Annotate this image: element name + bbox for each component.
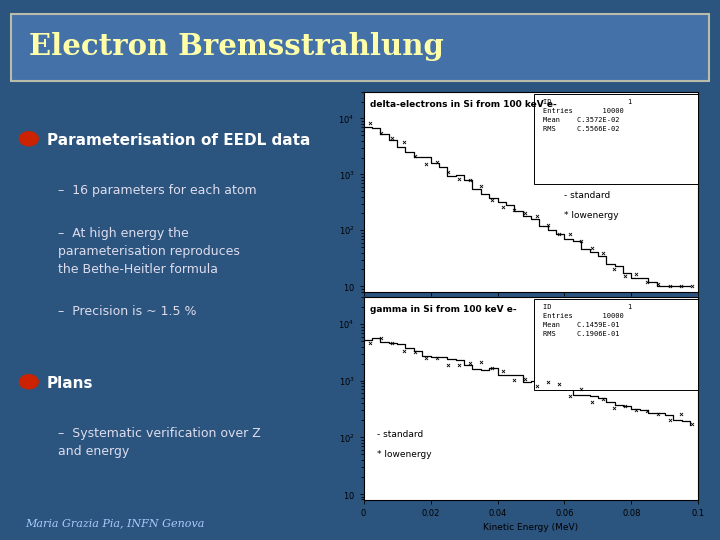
Point bbox=[619, 272, 631, 281]
Point bbox=[508, 376, 520, 384]
Point bbox=[464, 359, 476, 368]
Point bbox=[653, 280, 665, 289]
Point bbox=[531, 382, 542, 390]
Point bbox=[464, 176, 476, 184]
Point bbox=[508, 206, 520, 214]
Text: –  At high energy the
parameterisation reproduces
the Bethe-Heitler formula: – At high energy the parameterisation re… bbox=[58, 227, 240, 276]
Circle shape bbox=[19, 375, 38, 389]
Text: ID                  1
Entries       10000
Mean    C.3572E-02
RMS     C.5566E-02: ID 1 Entries 10000 Mean C.3572E-02 RMS C… bbox=[543, 99, 632, 132]
Point bbox=[442, 361, 454, 369]
Point bbox=[564, 230, 575, 238]
Text: * lowenergy: * lowenergy bbox=[564, 211, 619, 220]
Point bbox=[520, 208, 531, 217]
Text: delta-electrons in Si from 100 keV e-: delta-electrons in Si from 100 keV e- bbox=[370, 100, 557, 109]
Text: –  Systematic verification over Z
and energy: – Systematic verification over Z and ene… bbox=[58, 427, 261, 457]
Point bbox=[431, 354, 443, 362]
Point bbox=[409, 152, 420, 160]
Point bbox=[453, 361, 464, 369]
Text: ID                  1
Entries       10000
Mean    C.1459E-01
RMS     C.1906E-01: ID 1 Entries 10000 Mean C.1459E-01 RMS C… bbox=[543, 304, 632, 337]
Point bbox=[608, 265, 620, 274]
Point bbox=[608, 404, 620, 413]
Point bbox=[409, 348, 420, 356]
Point bbox=[542, 221, 554, 230]
Point bbox=[619, 401, 631, 410]
Point bbox=[586, 244, 598, 253]
Point bbox=[376, 334, 387, 343]
Point bbox=[420, 353, 431, 362]
Circle shape bbox=[19, 132, 38, 146]
Point bbox=[564, 392, 575, 400]
Point bbox=[586, 398, 598, 407]
Point bbox=[653, 410, 665, 418]
X-axis label: Kinetic Energy (MeV): Kinetic Energy (MeV) bbox=[483, 523, 579, 532]
Point bbox=[631, 269, 642, 278]
Point bbox=[442, 167, 454, 176]
Point bbox=[531, 212, 542, 220]
Point bbox=[598, 395, 609, 403]
Point bbox=[387, 134, 398, 143]
Text: Parameterisation of EEDL data: Parameterisation of EEDL data bbox=[47, 133, 310, 148]
Point bbox=[420, 159, 431, 168]
Point bbox=[675, 410, 686, 418]
Point bbox=[686, 282, 698, 291]
Point bbox=[664, 282, 675, 291]
Point bbox=[453, 174, 464, 183]
Point bbox=[520, 375, 531, 383]
Point bbox=[598, 249, 609, 258]
Point bbox=[575, 384, 587, 393]
Point bbox=[364, 119, 376, 127]
Point bbox=[376, 129, 387, 138]
Point bbox=[397, 346, 409, 355]
Point bbox=[542, 377, 554, 386]
Point bbox=[686, 420, 698, 429]
Point bbox=[397, 138, 409, 147]
FancyBboxPatch shape bbox=[534, 299, 698, 390]
FancyBboxPatch shape bbox=[534, 94, 698, 184]
Point bbox=[642, 407, 653, 416]
Text: - standard: - standard bbox=[564, 191, 611, 200]
Text: Plans: Plans bbox=[47, 376, 94, 391]
Point bbox=[364, 339, 376, 347]
Point bbox=[475, 358, 487, 367]
Point bbox=[498, 202, 509, 211]
Point bbox=[475, 182, 487, 191]
Text: Electron Bremsstrahlung: Electron Bremsstrahlung bbox=[29, 32, 444, 62]
Text: * lowenergy: * lowenergy bbox=[377, 450, 431, 460]
Point bbox=[553, 230, 564, 238]
Point bbox=[675, 282, 686, 291]
Point bbox=[664, 416, 675, 424]
Point bbox=[487, 196, 498, 205]
Text: –  16 parameters for each atom: – 16 parameters for each atom bbox=[58, 184, 256, 197]
Point bbox=[498, 366, 509, 375]
Point bbox=[631, 406, 642, 414]
Point bbox=[575, 237, 587, 246]
Text: –  Precision is ~ 1.5 %: – Precision is ~ 1.5 % bbox=[58, 305, 196, 318]
Text: Maria Grazia Pia, INFN Genova: Maria Grazia Pia, INFN Genova bbox=[25, 518, 204, 528]
Point bbox=[387, 339, 398, 348]
FancyBboxPatch shape bbox=[11, 14, 709, 81]
Text: - standard: - standard bbox=[377, 430, 423, 439]
Point bbox=[487, 363, 498, 372]
Point bbox=[553, 380, 564, 388]
Point bbox=[431, 157, 443, 166]
Point bbox=[642, 277, 653, 286]
Text: gamma in Si from 100 keV e-: gamma in Si from 100 keV e- bbox=[370, 305, 517, 314]
